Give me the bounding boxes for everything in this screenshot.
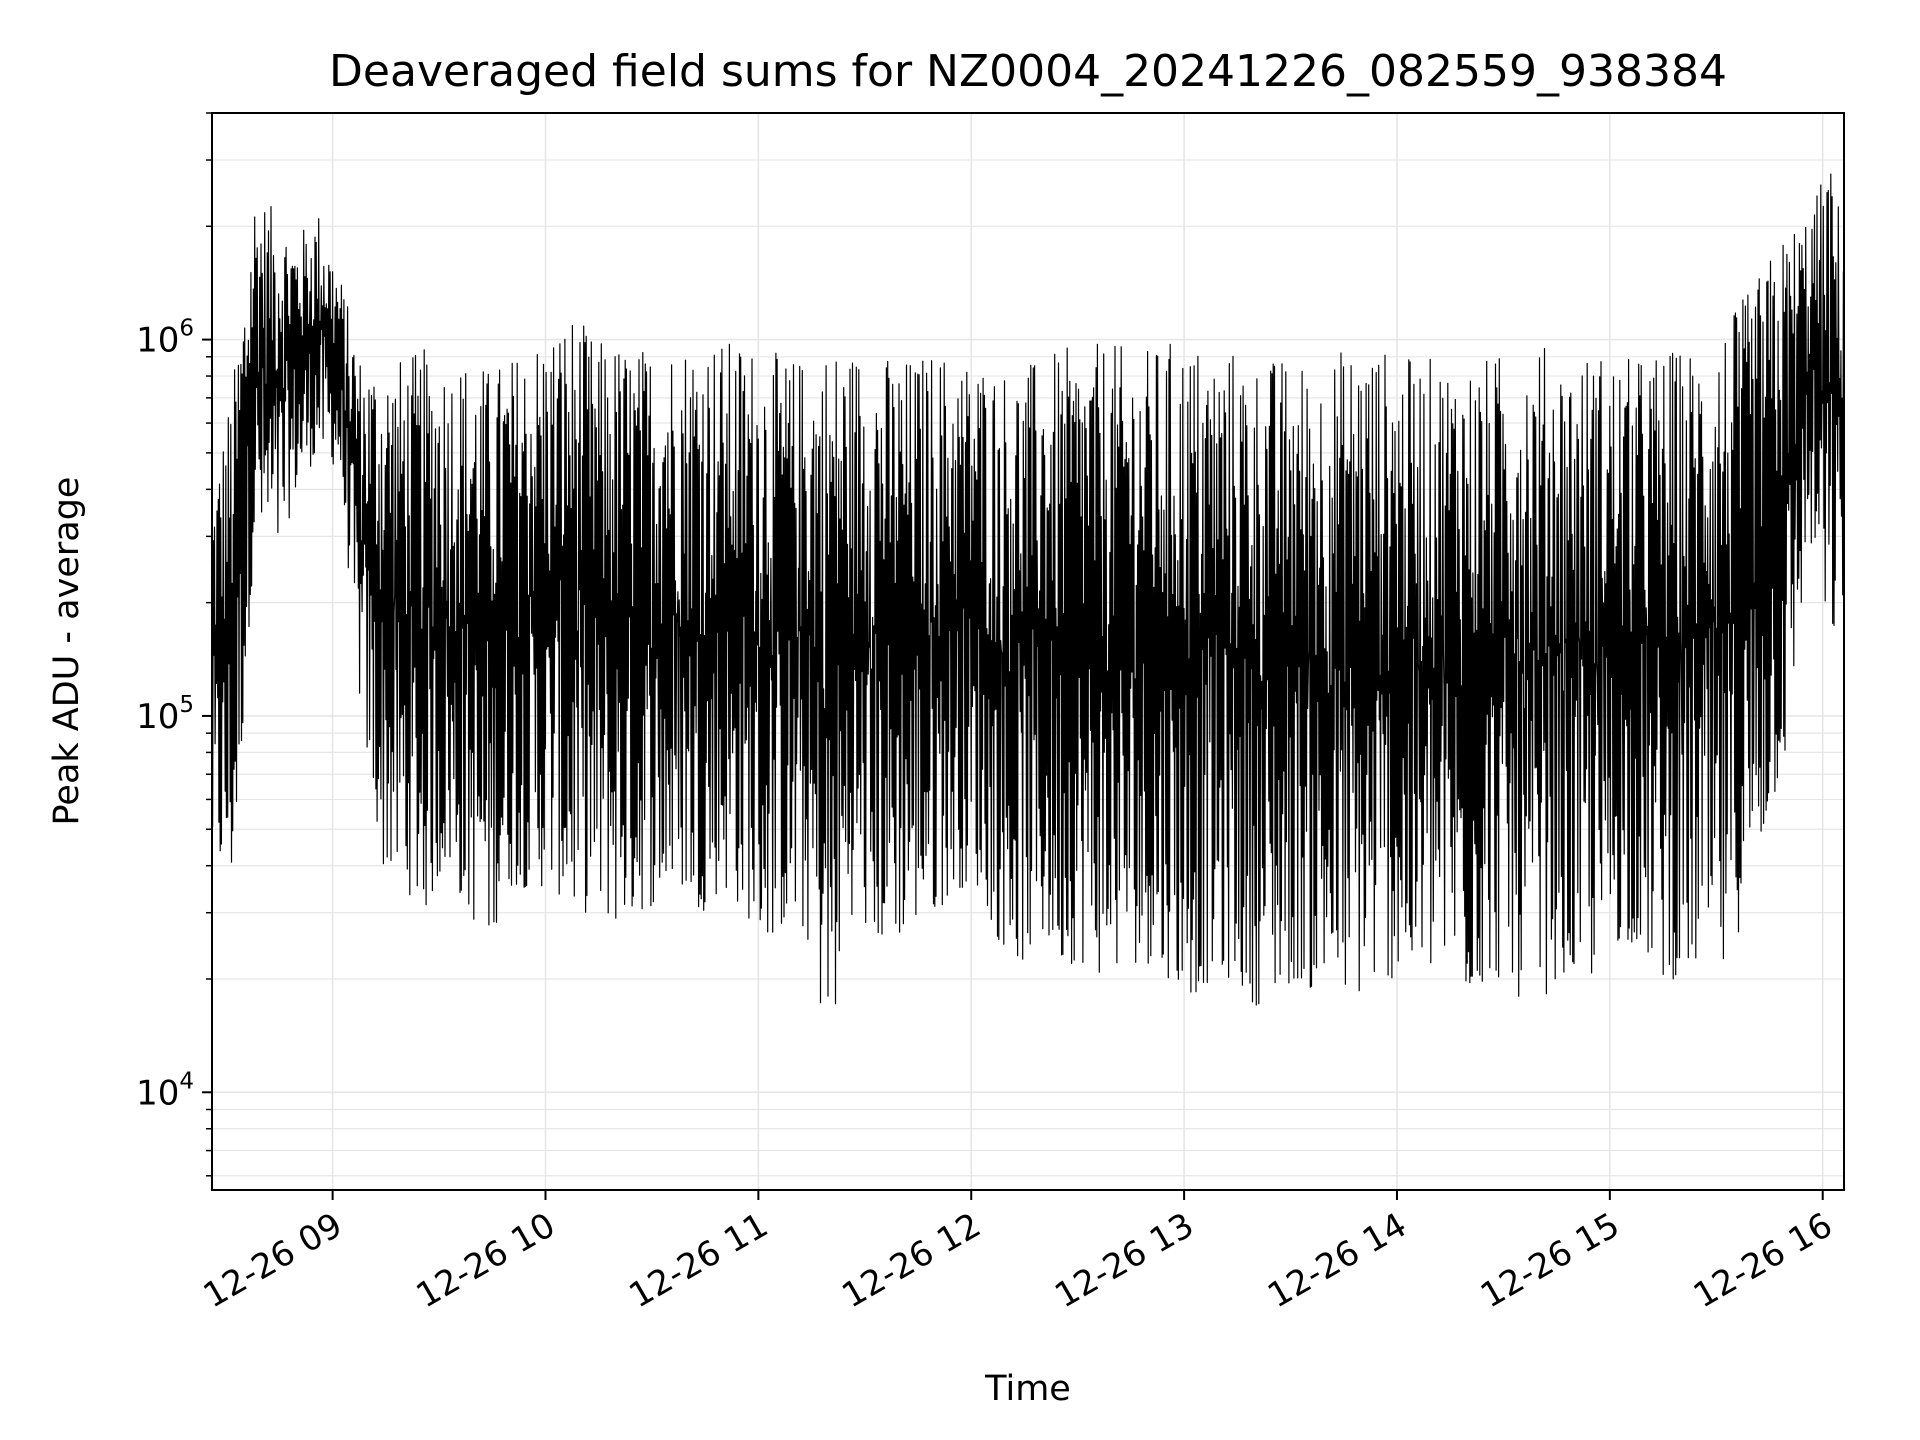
series-line bbox=[211, 173, 1845, 1006]
chart-title: Deaveraged field sums for NZ0004_2024122… bbox=[329, 46, 1727, 97]
y-axis: 104 105 106 bbox=[136, 112, 212, 1177]
plot-frame bbox=[211, 112, 1845, 1191]
x-axis-label: Time bbox=[984, 1369, 1071, 1409]
y-axis-label: Peak ADU - average bbox=[47, 477, 87, 826]
y-tick-label: 105 bbox=[136, 692, 194, 737]
y-tick-label: 106 bbox=[136, 316, 194, 361]
series-path bbox=[211, 173, 1845, 1006]
y-tick-label: 104 bbox=[136, 1068, 194, 1113]
